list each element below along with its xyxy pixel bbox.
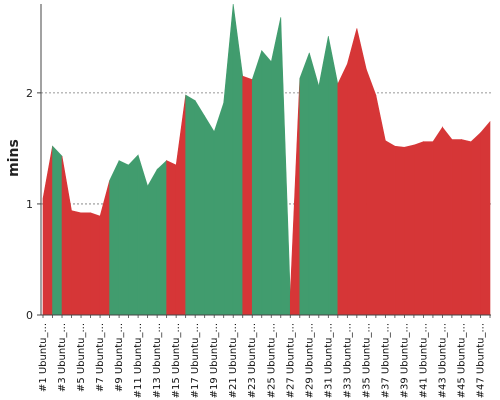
area-segment <box>404 144 415 316</box>
area-segment <box>318 36 329 316</box>
x-tick-label: #11 Ubuntu_... <box>133 323 144 398</box>
x-tick-label: #23 Ubuntu_... <box>247 323 258 398</box>
area-segment <box>385 140 396 316</box>
x-tick-label: #37 Ubuntu_... <box>380 323 391 398</box>
area-segment <box>156 159 167 316</box>
area-segment <box>128 154 139 316</box>
area-segment <box>299 52 310 316</box>
area-segment <box>480 120 491 316</box>
area-segment <box>90 212 101 316</box>
area-segment <box>413 141 424 316</box>
area-segment <box>461 139 472 316</box>
x-tick-label: #45 Ubuntu_... <box>456 323 467 398</box>
area-segment <box>175 95 186 316</box>
area-segment <box>280 17 291 316</box>
x-tick-label: #33 Ubuntu_... <box>342 323 353 398</box>
area-segment <box>451 139 462 316</box>
area-segment <box>109 160 120 316</box>
y-tick-label: 2 <box>26 87 33 100</box>
area-segment <box>137 154 148 316</box>
area-segment <box>52 145 63 316</box>
area-segment <box>166 160 177 316</box>
y-tick-label: 0 <box>26 309 33 322</box>
x-tick-label: #19 Ubuntu_... <box>209 323 220 398</box>
area-segment <box>423 141 434 316</box>
area-segment <box>232 3 244 316</box>
area-segment <box>270 17 282 316</box>
x-tick-label: #21 Ubuntu_... <box>228 323 239 398</box>
area-segment <box>366 69 377 316</box>
area-bands <box>42 3 491 316</box>
x-tick-label: #9 Ubuntu_... <box>114 323 125 392</box>
area-segment <box>394 145 405 316</box>
area-segment <box>118 160 129 316</box>
x-tick-label: #5 Ubuntu_... <box>76 323 87 392</box>
area-segment <box>242 75 253 316</box>
x-tick-label: #27 Ubuntu_... <box>285 323 296 398</box>
x-tick-label: #41 Ubuntu_... <box>418 323 429 398</box>
area-segment <box>71 210 82 316</box>
x-tick-label: #15 Ubuntu_... <box>171 323 182 398</box>
y-axis-title: mins <box>6 139 22 177</box>
area-segment <box>337 63 348 316</box>
x-tick-label: #31 Ubuntu_... <box>323 323 334 398</box>
y-tick-label: 1 <box>26 198 33 211</box>
area-segment <box>147 168 158 316</box>
area-segment <box>99 180 110 316</box>
area-segment <box>261 49 272 316</box>
area-segment <box>185 94 196 316</box>
x-tick-label: #25 Ubuntu_... <box>266 323 277 398</box>
area-segment <box>213 102 225 316</box>
area-segment <box>289 78 301 316</box>
x-axis: #1 Ubuntu_... #3 Ubuntu_... #5 Ubuntu_... #… <box>38 314 491 398</box>
x-tick-label: #39 Ubuntu_... <box>399 323 410 398</box>
area-segment <box>61 156 72 316</box>
area-segment <box>328 36 339 316</box>
area-segment <box>432 126 443 316</box>
area-segment <box>223 3 234 316</box>
x-tick-label: #13 Ubuntu_... <box>152 323 163 398</box>
area-segment <box>194 99 205 316</box>
area-segment <box>251 50 263 316</box>
area-segment <box>308 52 320 316</box>
y-axis: 0 1 2 <box>26 4 42 322</box>
x-tick-label: #17 Ubuntu_... <box>190 323 201 398</box>
area-segment <box>42 146 53 316</box>
area-segment <box>347 28 358 316</box>
x-tick-label: #29 Ubuntu_... <box>304 323 315 398</box>
x-tick-label: #1 Ubuntu_... <box>38 323 49 392</box>
area-segment <box>204 115 215 316</box>
area-segment <box>442 126 453 316</box>
x-tick-label: #3 Ubuntu_... <box>57 323 68 392</box>
x-tick-label: #47 Ubuntu_... <box>475 323 486 398</box>
area-segment <box>470 132 481 316</box>
area-segment <box>356 28 367 316</box>
area-segment <box>375 95 386 316</box>
x-tick-label: #43 Ubuntu_... <box>437 323 448 398</box>
x-tick-label: #35 Ubuntu_... <box>361 323 372 398</box>
x-tick-label: #7 Ubuntu_... <box>95 323 106 392</box>
area-segment <box>80 212 91 316</box>
